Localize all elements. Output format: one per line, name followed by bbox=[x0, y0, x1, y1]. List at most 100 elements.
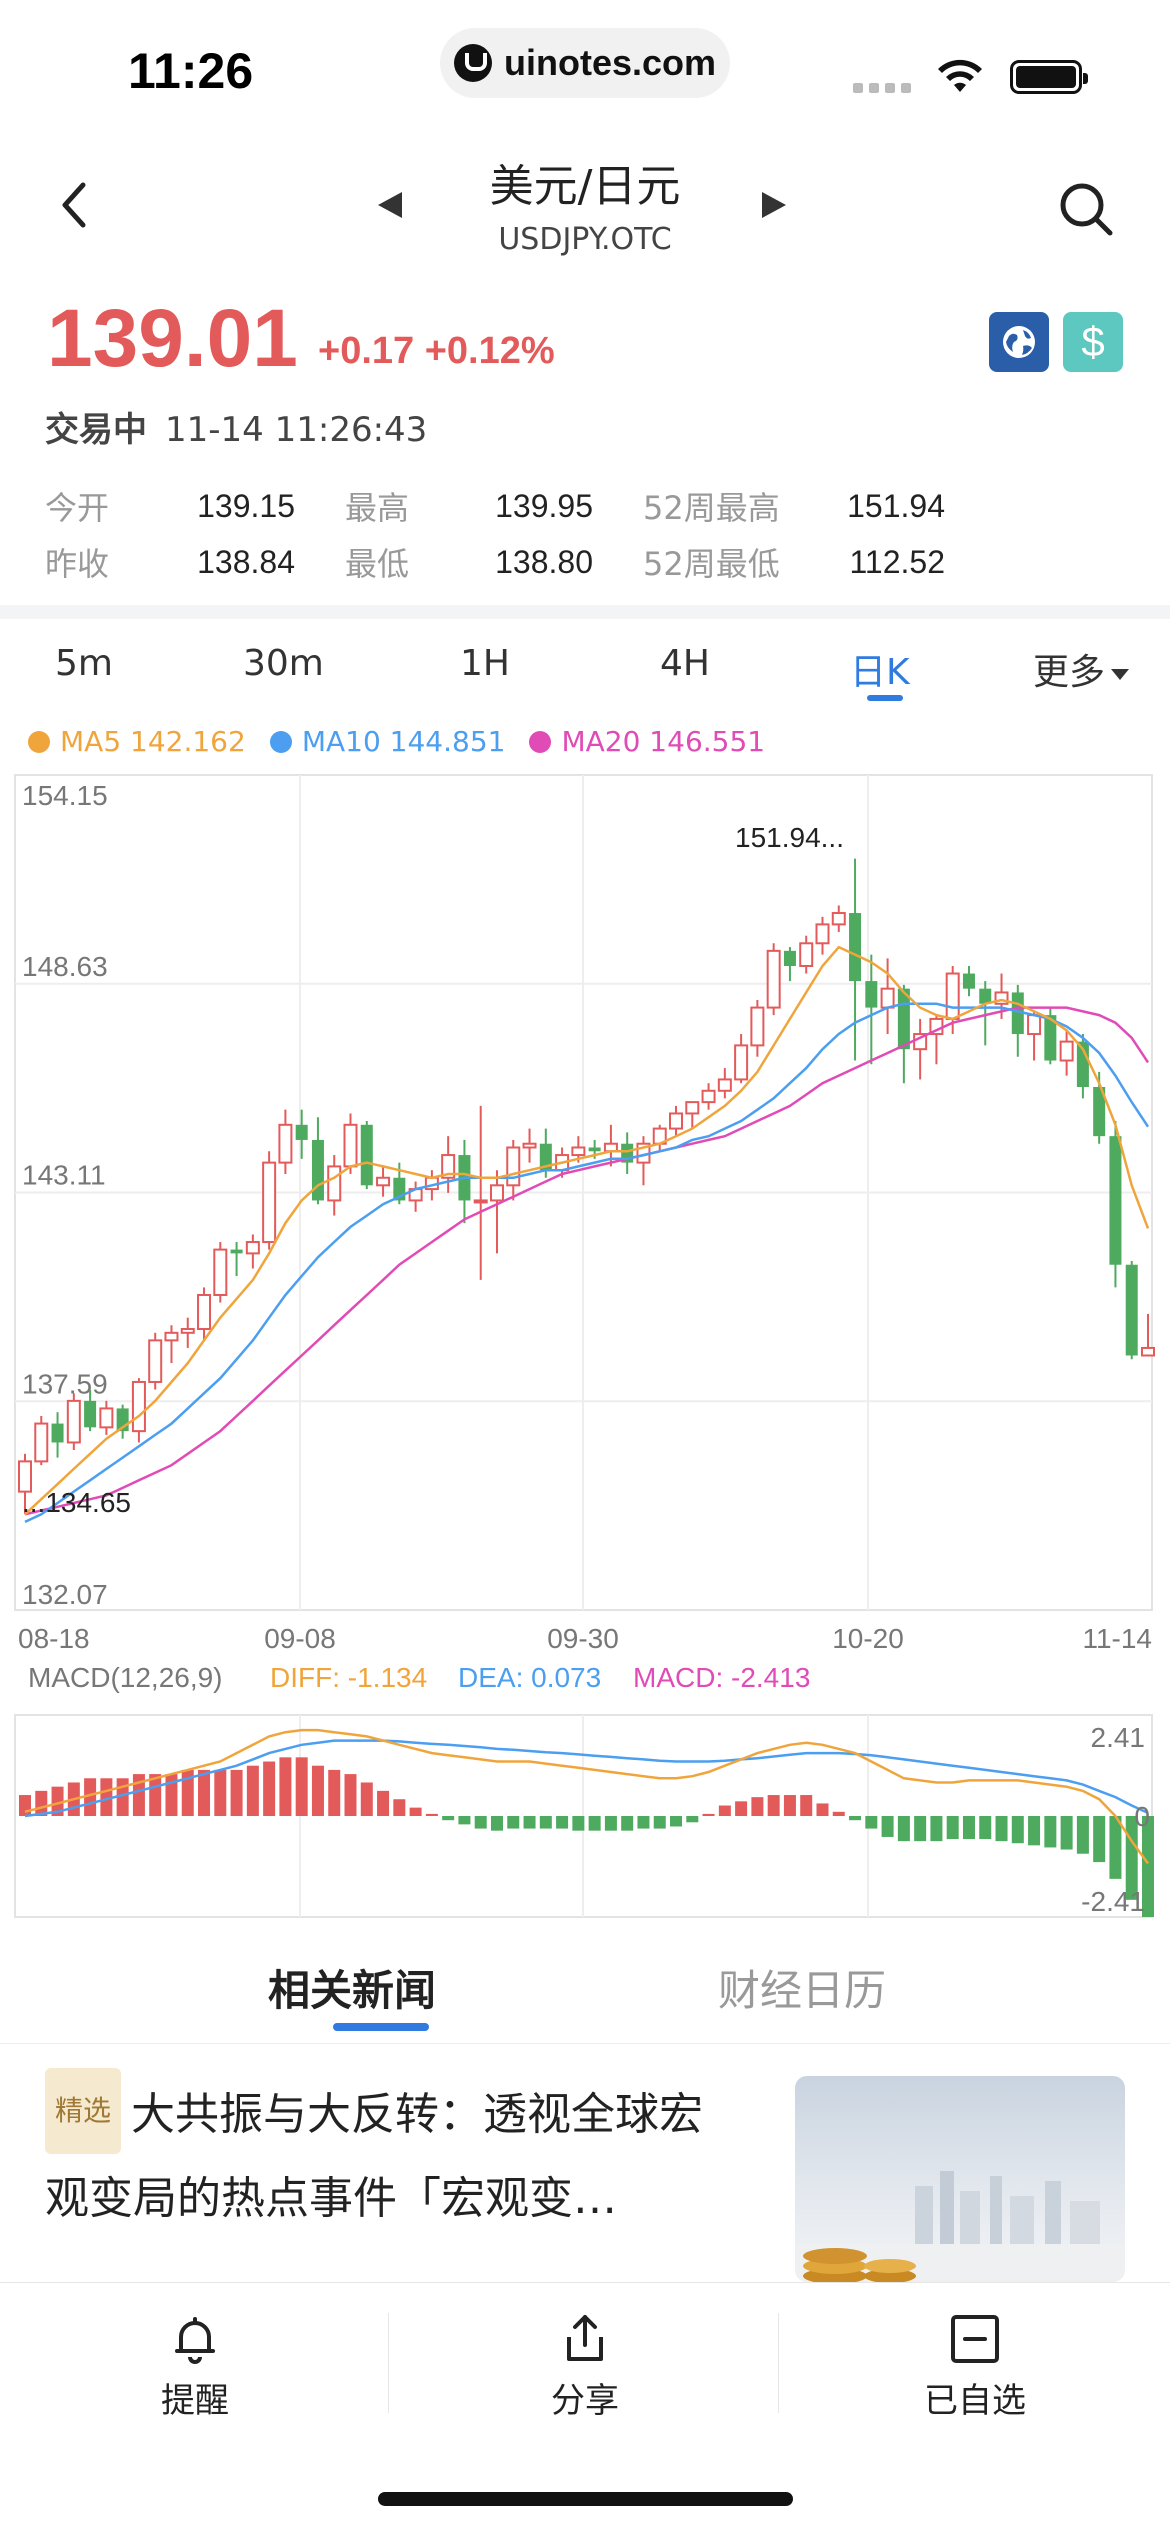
low-label: 最低 bbox=[345, 545, 410, 583]
chart-area[interactable]: 154.15 148.63 143.11 137.59 132.07 151.94....… bbox=[0, 765, 1170, 1925]
remind-label: 提醒 bbox=[161, 2381, 229, 2421]
macd-bar bbox=[995, 1816, 1008, 1842]
macd-bar bbox=[914, 1816, 927, 1842]
next-symbol-button[interactable] bbox=[762, 192, 786, 218]
macd-bar bbox=[35, 1790, 48, 1816]
y-tick-label: 148.63 bbox=[22, 951, 108, 982]
globe-icon[interactable] bbox=[989, 312, 1049, 372]
city-coins-image bbox=[795, 2171, 1125, 2282]
news-title: 精选 大共振与大反转：透视全球宏观变局的热点事件「宏观变… bbox=[45, 2068, 735, 2238]
macd-bar bbox=[198, 1769, 211, 1816]
current-price: 139.01 bbox=[47, 293, 298, 384]
back-button[interactable] bbox=[45, 175, 105, 235]
ma10-label: MA10 144.851 bbox=[301, 725, 506, 758]
share-label: 分享 bbox=[551, 2381, 619, 2421]
stats-row-2: 昨收 138.84 最低 138.80 52周最低 112.52 bbox=[45, 534, 1125, 590]
page-title: 美元/日元 bbox=[489, 161, 681, 212]
macd-bar bbox=[393, 1799, 406, 1816]
nav-bar: 美元/日元 USDJPY.OTC bbox=[0, 140, 1170, 270]
macd-bar bbox=[311, 1765, 324, 1816]
tab-more[interactable]: 更多 bbox=[1033, 643, 1130, 695]
candle-body bbox=[1044, 1015, 1057, 1061]
macd-bar bbox=[539, 1816, 552, 1829]
candle-body bbox=[18, 1460, 32, 1493]
watchlist-button[interactable]: 已自选 bbox=[780, 2311, 1170, 2422]
candle-body bbox=[701, 1089, 716, 1104]
battery-icon bbox=[1010, 60, 1088, 94]
ma5-dot bbox=[28, 730, 50, 753]
macd-bar bbox=[767, 1795, 780, 1816]
status-bar: 11:26 uinotes.com bbox=[0, 0, 1170, 140]
macd-bar bbox=[51, 1786, 64, 1816]
macd-bar bbox=[800, 1795, 813, 1816]
tab-30m[interactable]: 30m bbox=[243, 643, 324, 684]
tab-4h[interactable]: 4H bbox=[660, 643, 710, 684]
news-item[interactable]: 精选 大共振与大反转：透视全球宏观变局的热点事件「宏观变… bbox=[0, 2044, 1170, 2282]
macd-bar bbox=[360, 1782, 373, 1816]
macd-bar bbox=[572, 1816, 585, 1831]
macd-bar bbox=[1076, 1816, 1089, 1854]
macd-bar bbox=[442, 1816, 455, 1821]
candle-body bbox=[99, 1407, 114, 1429]
tab-daily-k[interactable]: 日K bbox=[850, 652, 910, 693]
macd-diff-label: DIFF: -1.134 bbox=[270, 1662, 427, 1693]
news-divider bbox=[0, 2043, 1170, 2044]
macd-bar bbox=[1142, 1816, 1154, 1917]
search-icon[interactable] bbox=[1055, 178, 1117, 240]
macd-bar bbox=[1093, 1816, 1106, 1863]
tab-5m[interactable]: 5m bbox=[55, 643, 113, 684]
macd-y-tick: -2.41 bbox=[1081, 1886, 1145, 1917]
candle-body bbox=[865, 981, 878, 1008]
candle-body bbox=[262, 1161, 277, 1244]
url-pill[interactable]: uinotes.com bbox=[440, 28, 730, 98]
candle-body bbox=[327, 1165, 342, 1202]
candle-body bbox=[945, 972, 960, 1020]
tab-1h[interactable]: 1H bbox=[460, 643, 510, 684]
macd-bar bbox=[1011, 1816, 1024, 1844]
y-tick-label: 154.15 bbox=[22, 780, 108, 811]
candle-body bbox=[230, 1249, 243, 1254]
cellular-signal-icon bbox=[853, 83, 911, 93]
x-tick-label: 11-14 bbox=[1082, 1623, 1152, 1654]
candle-body bbox=[522, 1142, 537, 1149]
macd-bar bbox=[425, 1813, 438, 1816]
candle-body bbox=[376, 1176, 391, 1187]
macd-bar bbox=[84, 1778, 97, 1816]
macd-bar bbox=[507, 1816, 520, 1829]
high-label: 最高 bbox=[345, 489, 410, 527]
macd-bar bbox=[181, 1769, 194, 1816]
remind-button[interactable]: 提醒 bbox=[0, 2311, 390, 2422]
price-change: +0.17 +0.12% bbox=[318, 330, 555, 372]
ma10-line bbox=[24, 1002, 1150, 1524]
candle-body bbox=[343, 1123, 358, 1168]
candlestick-chart[interactable]: 154.15 148.63 143.11 137.59 132.07 151.94....… bbox=[0, 765, 1170, 1925]
prev-symbol-button[interactable] bbox=[378, 192, 402, 218]
candle-body bbox=[750, 1006, 765, 1047]
high-value: 139.95 bbox=[495, 487, 593, 524]
macd-bar bbox=[621, 1816, 634, 1831]
macd-bar bbox=[279, 1757, 292, 1816]
macd-bar bbox=[132, 1774, 145, 1816]
dollar-icon[interactable]: $ bbox=[1063, 312, 1123, 372]
bell-icon bbox=[175, 2317, 215, 2364]
macd-bar bbox=[783, 1795, 796, 1816]
candle-body bbox=[669, 1112, 684, 1130]
macd-bar bbox=[702, 1813, 715, 1816]
candle-body bbox=[197, 1293, 212, 1331]
candle-body bbox=[1027, 1014, 1042, 1036]
news-thumbnail bbox=[795, 2076, 1125, 2282]
bottom-divider-1 bbox=[388, 2313, 389, 2413]
candle-body bbox=[734, 1044, 749, 1081]
macd-bar bbox=[100, 1778, 113, 1816]
share-button[interactable]: 分享 bbox=[390, 2311, 780, 2422]
candle-body bbox=[685, 1101, 700, 1115]
ma10-legend: MA10 144.851 bbox=[269, 725, 506, 758]
macd-dea-label: DEA: 0.073 bbox=[458, 1662, 601, 1693]
macd-bar bbox=[149, 1774, 162, 1816]
candle-body bbox=[489, 1184, 504, 1202]
macd-bar bbox=[214, 1769, 227, 1816]
y-tick-label: 143.11 bbox=[22, 1160, 106, 1191]
tab-financial-calendar[interactable]: 财经日历 bbox=[718, 1966, 887, 2015]
tab-related-news[interactable]: 相关新闻 bbox=[268, 1966, 437, 2015]
macd-value-label: MACD: -2.413 bbox=[633, 1662, 810, 1693]
